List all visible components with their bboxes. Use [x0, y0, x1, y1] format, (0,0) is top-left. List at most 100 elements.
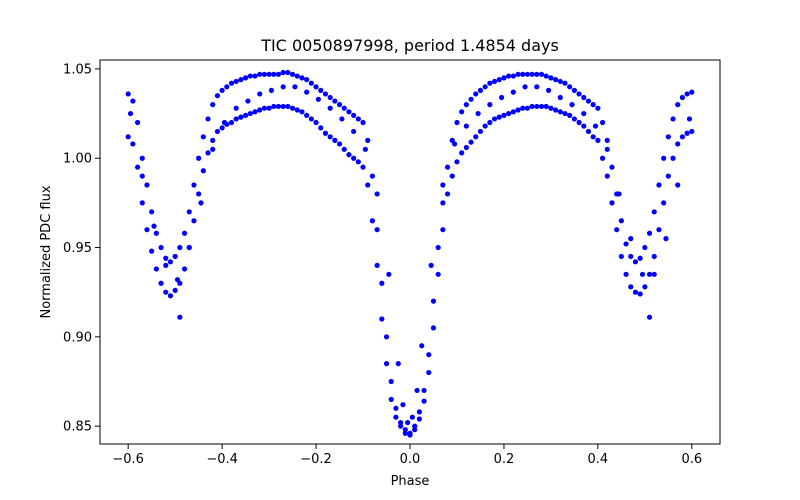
- data-point: [388, 378, 394, 385]
- data-point: [567, 112, 573, 118]
- data-point: [315, 96, 322, 102]
- data-point: [553, 77, 559, 83]
- data-point: [684, 130, 690, 136]
- data-point: [475, 110, 481, 117]
- data-point: [341, 105, 347, 111]
- data-point: [595, 137, 601, 143]
- data-point: [228, 80, 235, 86]
- data-point: [379, 316, 385, 322]
- data-point: [487, 119, 493, 126]
- data-point: [386, 271, 392, 277]
- data-point: [125, 134, 131, 140]
- data-point: [689, 89, 695, 95]
- data-point: [369, 173, 376, 179]
- data-point: [144, 227, 150, 233]
- data-point: [318, 125, 324, 131]
- data-point: [609, 164, 615, 170]
- data-point: [362, 146, 368, 152]
- data-point: [151, 223, 157, 229]
- data-point: [468, 96, 474, 102]
- data-point: [313, 119, 319, 126]
- y-axis-label: Normalized PDC flux: [39, 185, 54, 318]
- data-point: [412, 423, 418, 429]
- data-point: [214, 128, 221, 135]
- data-point: [257, 107, 263, 113]
- data-point: [646, 230, 653, 236]
- data-point: [134, 119, 141, 126]
- data-point: [416, 416, 422, 422]
- data-point: [646, 314, 653, 320]
- data-point: [501, 75, 507, 81]
- data-point: [444, 164, 451, 170]
- data-point: [426, 352, 432, 358]
- data-point: [562, 110, 568, 117]
- data-point: [590, 134, 596, 140]
- data-point: [515, 107, 521, 113]
- data-point: [374, 262, 380, 268]
- data-point: [177, 314, 183, 320]
- data-point: [571, 87, 577, 93]
- data-point: [257, 91, 263, 97]
- data-point: [599, 119, 606, 126]
- data-point: [360, 119, 366, 126]
- data-point: [374, 191, 380, 197]
- data-point: [365, 137, 371, 143]
- y-tick-label: 1.05: [63, 62, 92, 77]
- data-point: [585, 128, 592, 135]
- data-point: [233, 116, 239, 122]
- data-point: [196, 155, 202, 161]
- data-point: [430, 325, 437, 331]
- data-point: [473, 91, 479, 97]
- data-point: [167, 293, 174, 299]
- data-point: [304, 89, 310, 95]
- data-point: [379, 280, 385, 286]
- data-point: [261, 71, 267, 77]
- data-point: [463, 123, 469, 129]
- data-point: [127, 110, 134, 117]
- data-point: [398, 423, 404, 429]
- x-axis-label: Phase: [391, 474, 430, 489]
- data-point: [139, 155, 145, 161]
- data-point: [482, 84, 488, 90]
- data-point: [327, 134, 333, 140]
- x-axis: −0.6 −0.4 −0.2 0.0 0.2 0.4 0.6: [112, 444, 702, 467]
- data-point: [569, 102, 575, 108]
- data-point: [599, 155, 606, 161]
- data-point: [409, 414, 415, 420]
- data-point: [268, 87, 275, 93]
- data-point: [510, 89, 516, 95]
- data-point: [205, 116, 211, 122]
- data-point: [158, 280, 164, 286]
- data-point: [534, 103, 540, 110]
- data-point: [289, 71, 296, 77]
- data-point: [689, 128, 695, 135]
- data-point: [482, 123, 488, 129]
- data-point: [675, 141, 681, 147]
- data-point: [186, 209, 192, 215]
- data-point: [444, 191, 451, 197]
- data-point: [520, 71, 526, 77]
- data-point: [416, 409, 422, 415]
- data-point: [585, 98, 592, 104]
- data-point: [322, 91, 329, 97]
- data-point: [515, 71, 521, 77]
- data-point: [224, 84, 230, 90]
- data-point: [214, 93, 221, 99]
- data-point: [651, 209, 657, 215]
- data-point: [609, 200, 615, 206]
- data-point: [252, 109, 258, 115]
- data-point: [327, 94, 333, 101]
- x-tick-label: −0.4: [206, 452, 238, 467]
- data-point: [139, 200, 145, 206]
- data-point: [393, 414, 399, 420]
- data-point: [304, 112, 310, 118]
- data-point: [557, 94, 563, 101]
- data-point: [463, 144, 469, 151]
- data-point: [651, 253, 657, 260]
- data-point: [210, 146, 216, 152]
- data-point: [562, 80, 568, 86]
- data-point: [243, 75, 249, 81]
- data-point: [332, 98, 338, 104]
- data-point: [369, 218, 376, 224]
- data-point: [365, 182, 371, 188]
